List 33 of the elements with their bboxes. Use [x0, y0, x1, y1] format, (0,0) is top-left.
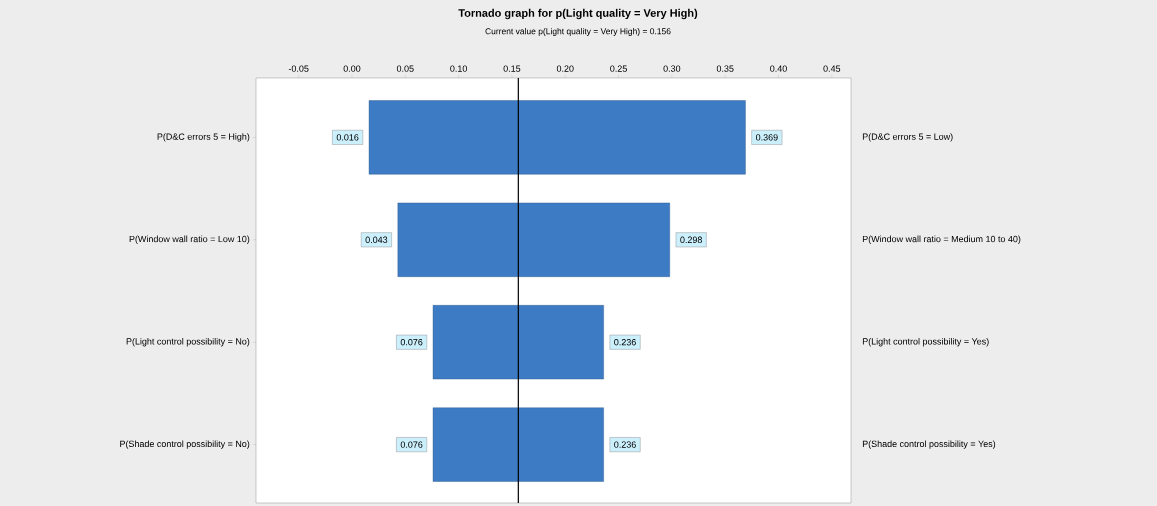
x-tick-label: 0.40 — [770, 65, 787, 72]
x-tick-label: 0.30 — [663, 65, 681, 72]
bar — [397, 202, 670, 277]
annotation: 0.043 — [365, 236, 388, 243]
bar — [432, 407, 604, 482]
y-tick-label: P(Light control possibility = No) — [126, 338, 250, 347]
chart-title: Tornado graph for p(Light quality = Very High) — [458, 8, 698, 20]
text: P(D&C errors 5 = Low) — [862, 133, 953, 142]
text: P(Window wall ratio = Medium 10 to 40) — [862, 235, 1021, 244]
x-tick-label: -0.05 — [288, 65, 309, 72]
x-tick-label: 0.35 — [716, 65, 734, 72]
x-tick-label: 0.05 — [396, 65, 414, 72]
chart-subtitle: Current value p(Light quality = Very High) = 0.156 — [485, 28, 671, 36]
y-tick-label: P(D&C errors 5 = High) — [157, 133, 250, 142]
text: P(Light control possibility = Yes) — [862, 338, 989, 347]
x-tick-label: 0.20 — [556, 65, 574, 72]
annotation: 0.016 — [336, 134, 359, 141]
data-label: 0.236 — [614, 441, 636, 448]
x-tick-label: 0.15 — [503, 65, 521, 72]
x-tick-label: 0.25 — [610, 65, 627, 72]
y-tick-label: P(Shade control possibility = No) — [120, 440, 250, 449]
data-label: 0.236 — [614, 339, 636, 346]
text: P(Shade control possibility = Yes) — [862, 440, 996, 449]
data-label: 0.298 — [680, 236, 702, 243]
y-tick-label: P(Window wall ratio = Low 10) — [129, 235, 250, 244]
bar — [368, 100, 746, 175]
data-label: 0.369 — [755, 134, 778, 141]
x-tick-label: 0.45 — [823, 65, 841, 72]
annotation: 0.076 — [400, 441, 423, 448]
bar — [432, 305, 604, 380]
x-tick-label: 0.00 — [343, 65, 361, 72]
x-tick-label: 0.10 — [450, 65, 467, 72]
annotation: 0.076 — [400, 339, 423, 346]
